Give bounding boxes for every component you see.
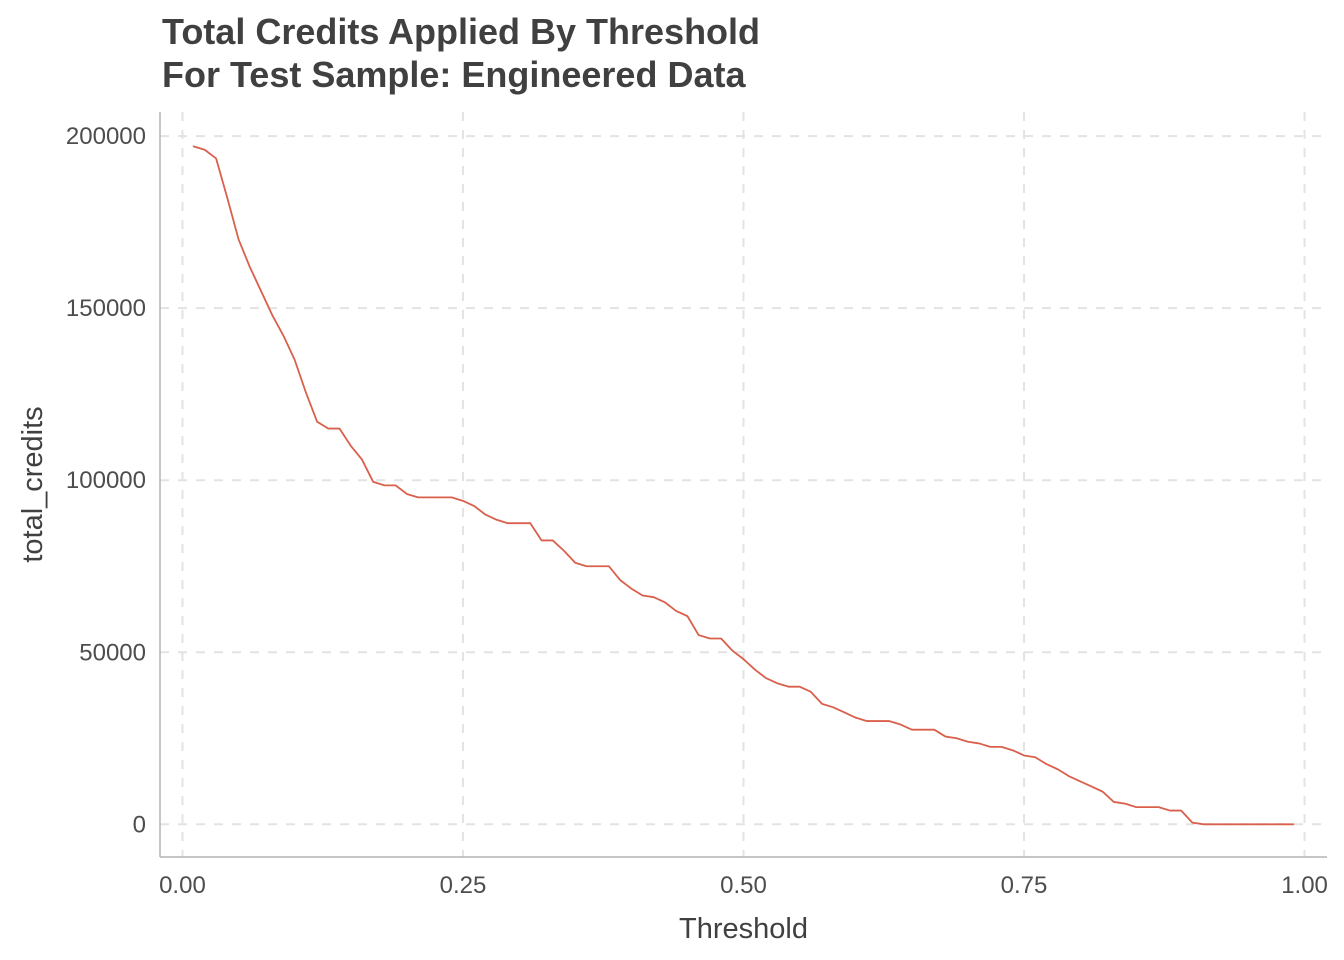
y-tick-label: 0 [133,811,146,838]
x-tick-label: 1.00 [1281,872,1328,899]
chart-title: Total Credits Applied By Threshold [162,11,761,52]
series-line [192,145,1295,826]
chart-title-block: Total Credits Applied By Threshold For T… [162,10,760,96]
grid-layer [160,112,1327,857]
x-tick-label: 0.50 [720,872,767,899]
axes-layer [159,112,1327,858]
y-tick-label: 50000 [79,639,146,666]
y-tick-label: 150000 [66,295,146,322]
x-axis-title: Threshold [679,913,808,945]
series-layer [192,145,1295,826]
y-tick-label: 100000 [66,467,146,494]
chart-subtitle: For Test Sample: Engineered Data [162,54,746,95]
x-tick-label: 0.75 [1001,872,1048,899]
x-tick-label: 0.00 [159,872,206,899]
ticks-layer: 0.00 0.25 0.50 0.75 1.00 0 50000 100000 150000 20… [66,123,1328,899]
x-tick-label: 0.25 [440,872,487,899]
y-tick-label: 200000 [66,123,146,150]
y-axis-title: total_credits [17,406,49,562]
